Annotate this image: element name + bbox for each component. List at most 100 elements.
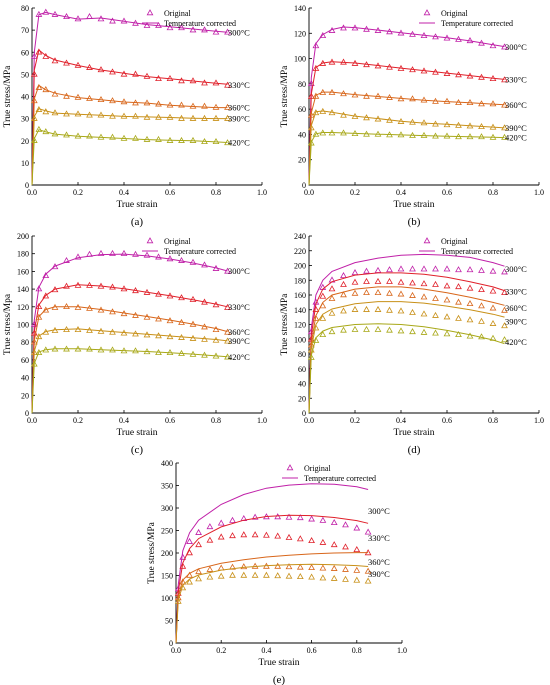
temperature-label: 420°C	[228, 138, 250, 148]
chart-panel-b: 0.0 0.2 0.4 0.6 0.8 1.0 0 20 40 60 80 100 120 140 True…	[277, 0, 550, 228]
original-point	[312, 336, 320, 343]
original-point	[212, 352, 220, 359]
original-point	[501, 306, 508, 313]
original-point	[478, 39, 485, 46]
original-point	[342, 543, 349, 550]
original-point	[97, 327, 105, 334]
original-point	[224, 267, 231, 274]
original-point	[409, 131, 416, 138]
original-point	[263, 571, 270, 578]
original-point	[409, 95, 416, 102]
original-point	[263, 531, 270, 538]
corrected-line	[175, 483, 369, 644]
chart-panel-a: 0.0 0.2 0.4 0.6 0.8 1.0 0 10 20 30 40 50 60 70 80 True …	[0, 0, 275, 228]
original-point	[330, 564, 338, 571]
original-point	[155, 290, 162, 297]
original-point	[42, 272, 50, 279]
original-point	[351, 112, 359, 119]
original-point	[443, 296, 451, 303]
temperature-label: 330°C	[228, 302, 250, 312]
original-point	[179, 553, 187, 560]
y-tick-label: 120	[294, 321, 306, 330]
temperature-label: 420°C	[505, 133, 527, 143]
original-point	[443, 282, 451, 289]
original-point	[340, 90, 347, 97]
original-point	[132, 99, 139, 106]
original-point	[224, 81, 231, 88]
original-point	[363, 325, 370, 332]
original-point	[455, 99, 462, 106]
original-point	[201, 335, 208, 342]
original-point	[132, 347, 139, 354]
original-point	[501, 101, 508, 108]
temperature-label: 300°C	[228, 27, 250, 37]
original-point	[132, 287, 139, 294]
original-point	[386, 289, 393, 296]
panel-label: (d)	[408, 444, 421, 456]
corrected-line	[31, 284, 228, 414]
original-point	[174, 597, 182, 604]
x-tick-label: 0.4	[119, 416, 129, 425]
original-point	[74, 345, 82, 352]
y-tick-label: 80	[298, 80, 306, 89]
legend-original-marker	[146, 9, 154, 16]
original-point	[212, 301, 220, 308]
original-point	[30, 114, 38, 121]
series-2	[307, 88, 508, 186]
original-point	[420, 293, 428, 300]
y-tick-label: 0	[169, 639, 173, 648]
original-point	[35, 105, 43, 112]
temperature-label: 420°C	[505, 337, 527, 347]
original-point	[308, 537, 315, 544]
original-point	[109, 283, 116, 290]
x-tick-label: 0.4	[396, 416, 406, 425]
x-tick-label: 0.0	[27, 416, 37, 425]
original-point	[466, 300, 474, 307]
original-point	[195, 575, 202, 582]
y-tick-label: 140	[294, 4, 306, 13]
original-point	[312, 42, 320, 49]
original-point	[201, 79, 208, 86]
x-tick-label: 0.4	[396, 188, 406, 197]
original-point	[35, 125, 43, 132]
original-point	[195, 541, 202, 548]
original-point	[166, 74, 174, 81]
original-point	[155, 315, 162, 322]
original-point	[432, 68, 439, 75]
original-point	[109, 328, 116, 335]
original-point	[166, 292, 174, 299]
original-point	[212, 138, 220, 145]
corrected-line	[308, 61, 505, 186]
original-point	[178, 294, 185, 301]
original-point	[109, 249, 116, 256]
original-point	[189, 295, 197, 302]
original-point	[455, 35, 462, 42]
original-point	[501, 336, 508, 343]
original-point	[432, 280, 439, 287]
original-point	[51, 345, 59, 352]
original-point	[478, 133, 485, 140]
legend-corrected-label: Temperature corrected	[164, 19, 236, 28]
original-point	[51, 303, 59, 310]
original-point	[296, 563, 304, 570]
original-point	[386, 116, 393, 123]
original-point	[409, 118, 416, 125]
original-point	[86, 13, 93, 20]
original-point	[420, 280, 428, 287]
original-point	[206, 573, 214, 580]
original-point	[455, 283, 462, 290]
original-point	[155, 21, 162, 28]
original-point	[86, 250, 93, 257]
original-point	[224, 328, 231, 335]
legend-original-marker	[423, 237, 431, 244]
original-point	[143, 113, 151, 120]
x-tick-label: 0.6	[442, 416, 452, 425]
original-point	[212, 336, 220, 343]
original-point	[132, 250, 139, 257]
original-point	[478, 100, 485, 107]
original-point	[489, 304, 497, 311]
original-point	[86, 63, 93, 70]
original-point	[432, 329, 439, 336]
original-point	[374, 288, 382, 295]
x-tick-label: 0.8	[352, 646, 362, 655]
